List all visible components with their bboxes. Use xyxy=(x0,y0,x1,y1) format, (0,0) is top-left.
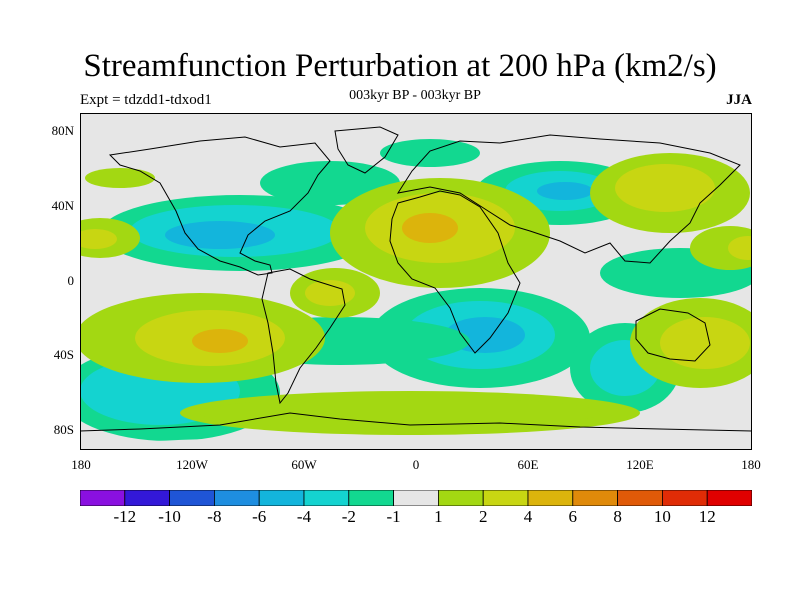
north-america-outline xyxy=(108,136,331,276)
colorbar-swatch xyxy=(393,490,439,506)
colorbar-swatch xyxy=(437,490,484,506)
colorbar-swatch xyxy=(617,490,663,506)
y-tick-40s: 40S xyxy=(53,347,74,362)
x-tick-60e: 60E xyxy=(517,457,539,472)
colorbar-tick-label: -1 xyxy=(386,507,401,526)
colorbar-tick-label: -4 xyxy=(296,507,312,526)
coastlines xyxy=(80,126,752,432)
y-tick-80s: 80S xyxy=(53,422,74,437)
y-tick-40n: 40N xyxy=(51,198,74,213)
colorbar-swatch xyxy=(124,490,170,506)
colorbar-tick-label: -6 xyxy=(252,507,267,526)
colorbar-swatch xyxy=(482,490,529,506)
colorbar-tick-label: -2 xyxy=(341,507,356,526)
colorbar-swatch xyxy=(80,490,126,506)
period-label: 003kyr BP - 003kyr BP xyxy=(349,88,481,103)
colorbar-tick-label: -12 xyxy=(113,507,137,526)
plot-title: Streamfunction Perturbation at 200 hPa (… xyxy=(83,48,717,84)
colorbar-swatch xyxy=(527,490,574,506)
colorbar-swatch xyxy=(662,490,708,506)
y-tick-0: 0 xyxy=(67,273,75,288)
x-tick-120w: 120W xyxy=(176,457,208,472)
colorbar-tick-label: -10 xyxy=(158,507,181,526)
europe-africa-outline xyxy=(389,190,521,354)
x-tick-60w: 60W xyxy=(291,457,317,472)
x-tick-180w: 180 xyxy=(71,457,91,472)
colorbar-tick-label: 8 xyxy=(613,507,622,526)
colorbar-tick-label: 4 xyxy=(523,507,533,526)
colorbar-swatch xyxy=(706,490,752,506)
streamfunction-map xyxy=(80,113,752,450)
y-tick-80n: 80N xyxy=(51,123,74,138)
eurasia-outline xyxy=(396,134,741,264)
colorbar-tick-label: 10 xyxy=(653,507,671,526)
colorbar-tick-label: 1 xyxy=(434,507,443,526)
colorbar-tick-label: -8 xyxy=(207,507,222,526)
colorbar-swatch xyxy=(169,490,215,506)
x-tick-180e: 180 xyxy=(741,457,761,472)
positive-anomaly-field xyxy=(80,153,752,429)
colorbar-swatch xyxy=(348,490,394,506)
colorbar-swatch xyxy=(572,490,618,506)
experiment-label: Expt = tdzdd1-tdxod1 xyxy=(80,92,212,108)
south-america-outline xyxy=(261,268,346,405)
x-tick-120e: 120E xyxy=(626,457,654,472)
australia-outline xyxy=(635,308,711,362)
greenland-outline xyxy=(334,126,399,174)
colorbar-swatch xyxy=(258,490,305,506)
colorbar-tick-label: 6 xyxy=(568,507,578,526)
colorbar-tick-label: 2 xyxy=(478,507,488,526)
x-tick-0: 0 xyxy=(412,457,420,472)
colorbar-swatch xyxy=(213,490,260,506)
antarctica-outline xyxy=(80,412,752,432)
map-frame xyxy=(80,113,752,450)
season-label: JJA xyxy=(726,92,752,108)
colorbar-tick-label: 12 xyxy=(698,507,716,526)
colorbar-swatch xyxy=(303,490,350,506)
colorbar xyxy=(80,490,752,506)
